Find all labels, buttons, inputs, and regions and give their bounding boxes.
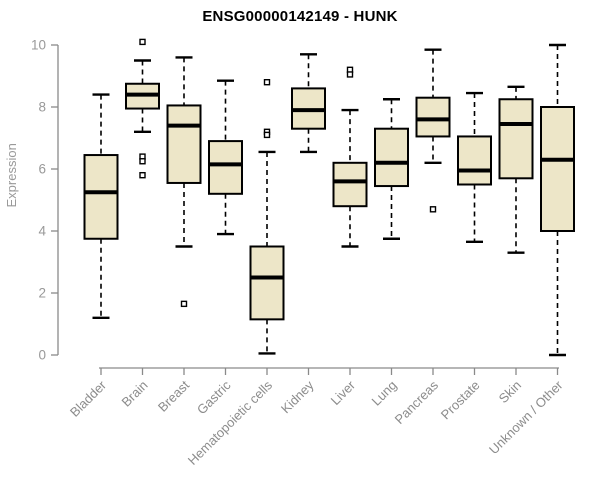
box-Prostate — [457, 135, 492, 186]
box-Hematopoietic cells — [249, 245, 285, 321]
outlier-point — [139, 158, 146, 165]
y-tick-label: 4 — [38, 224, 46, 239]
box-Lung — [374, 127, 409, 188]
outlier-point — [180, 300, 188, 308]
x-category-label: Kidney — [278, 377, 317, 416]
x-category-label: Unknown / Other — [486, 377, 566, 457]
y-axis-label: Expression — [4, 143, 19, 208]
x-category-label: Lung — [369, 378, 400, 409]
outlier-point — [139, 171, 146, 179]
x-category-label: Gastric — [194, 377, 234, 417]
x-category-label: Bladder — [67, 377, 110, 420]
outlier-point — [429, 206, 437, 213]
outlier-point — [263, 131, 271, 139]
x-category-label: Prostate — [438, 378, 483, 423]
x-category-label: Pancreas — [392, 377, 442, 427]
chart-title: ENSG00000142149 - HUNK — [202, 8, 398, 25]
y-tick-label: 10 — [31, 38, 46, 53]
box-Liver — [332, 161, 368, 208]
box-Bladder — [83, 154, 119, 240]
y-tick-label: 2 — [38, 286, 46, 301]
box-Breast — [166, 104, 202, 184]
outlier-point — [346, 71, 354, 78]
x-category-label: Skin — [496, 378, 524, 406]
box-Gastric — [208, 140, 243, 195]
x-category-label: Brain — [119, 378, 151, 410]
box-Skin — [498, 98, 534, 180]
box-Pancreas — [415, 96, 451, 138]
outlier-point — [263, 78, 271, 86]
y-tick-label: 6 — [38, 162, 46, 177]
x-category-label: Breast — [155, 377, 192, 414]
y-tick-label: 8 — [38, 100, 46, 115]
outlier-point — [139, 38, 146, 46]
y-tick-label: 0 — [38, 348, 46, 363]
box-Unknown / Other — [540, 106, 575, 232]
x-category-label: Liver — [328, 377, 359, 408]
